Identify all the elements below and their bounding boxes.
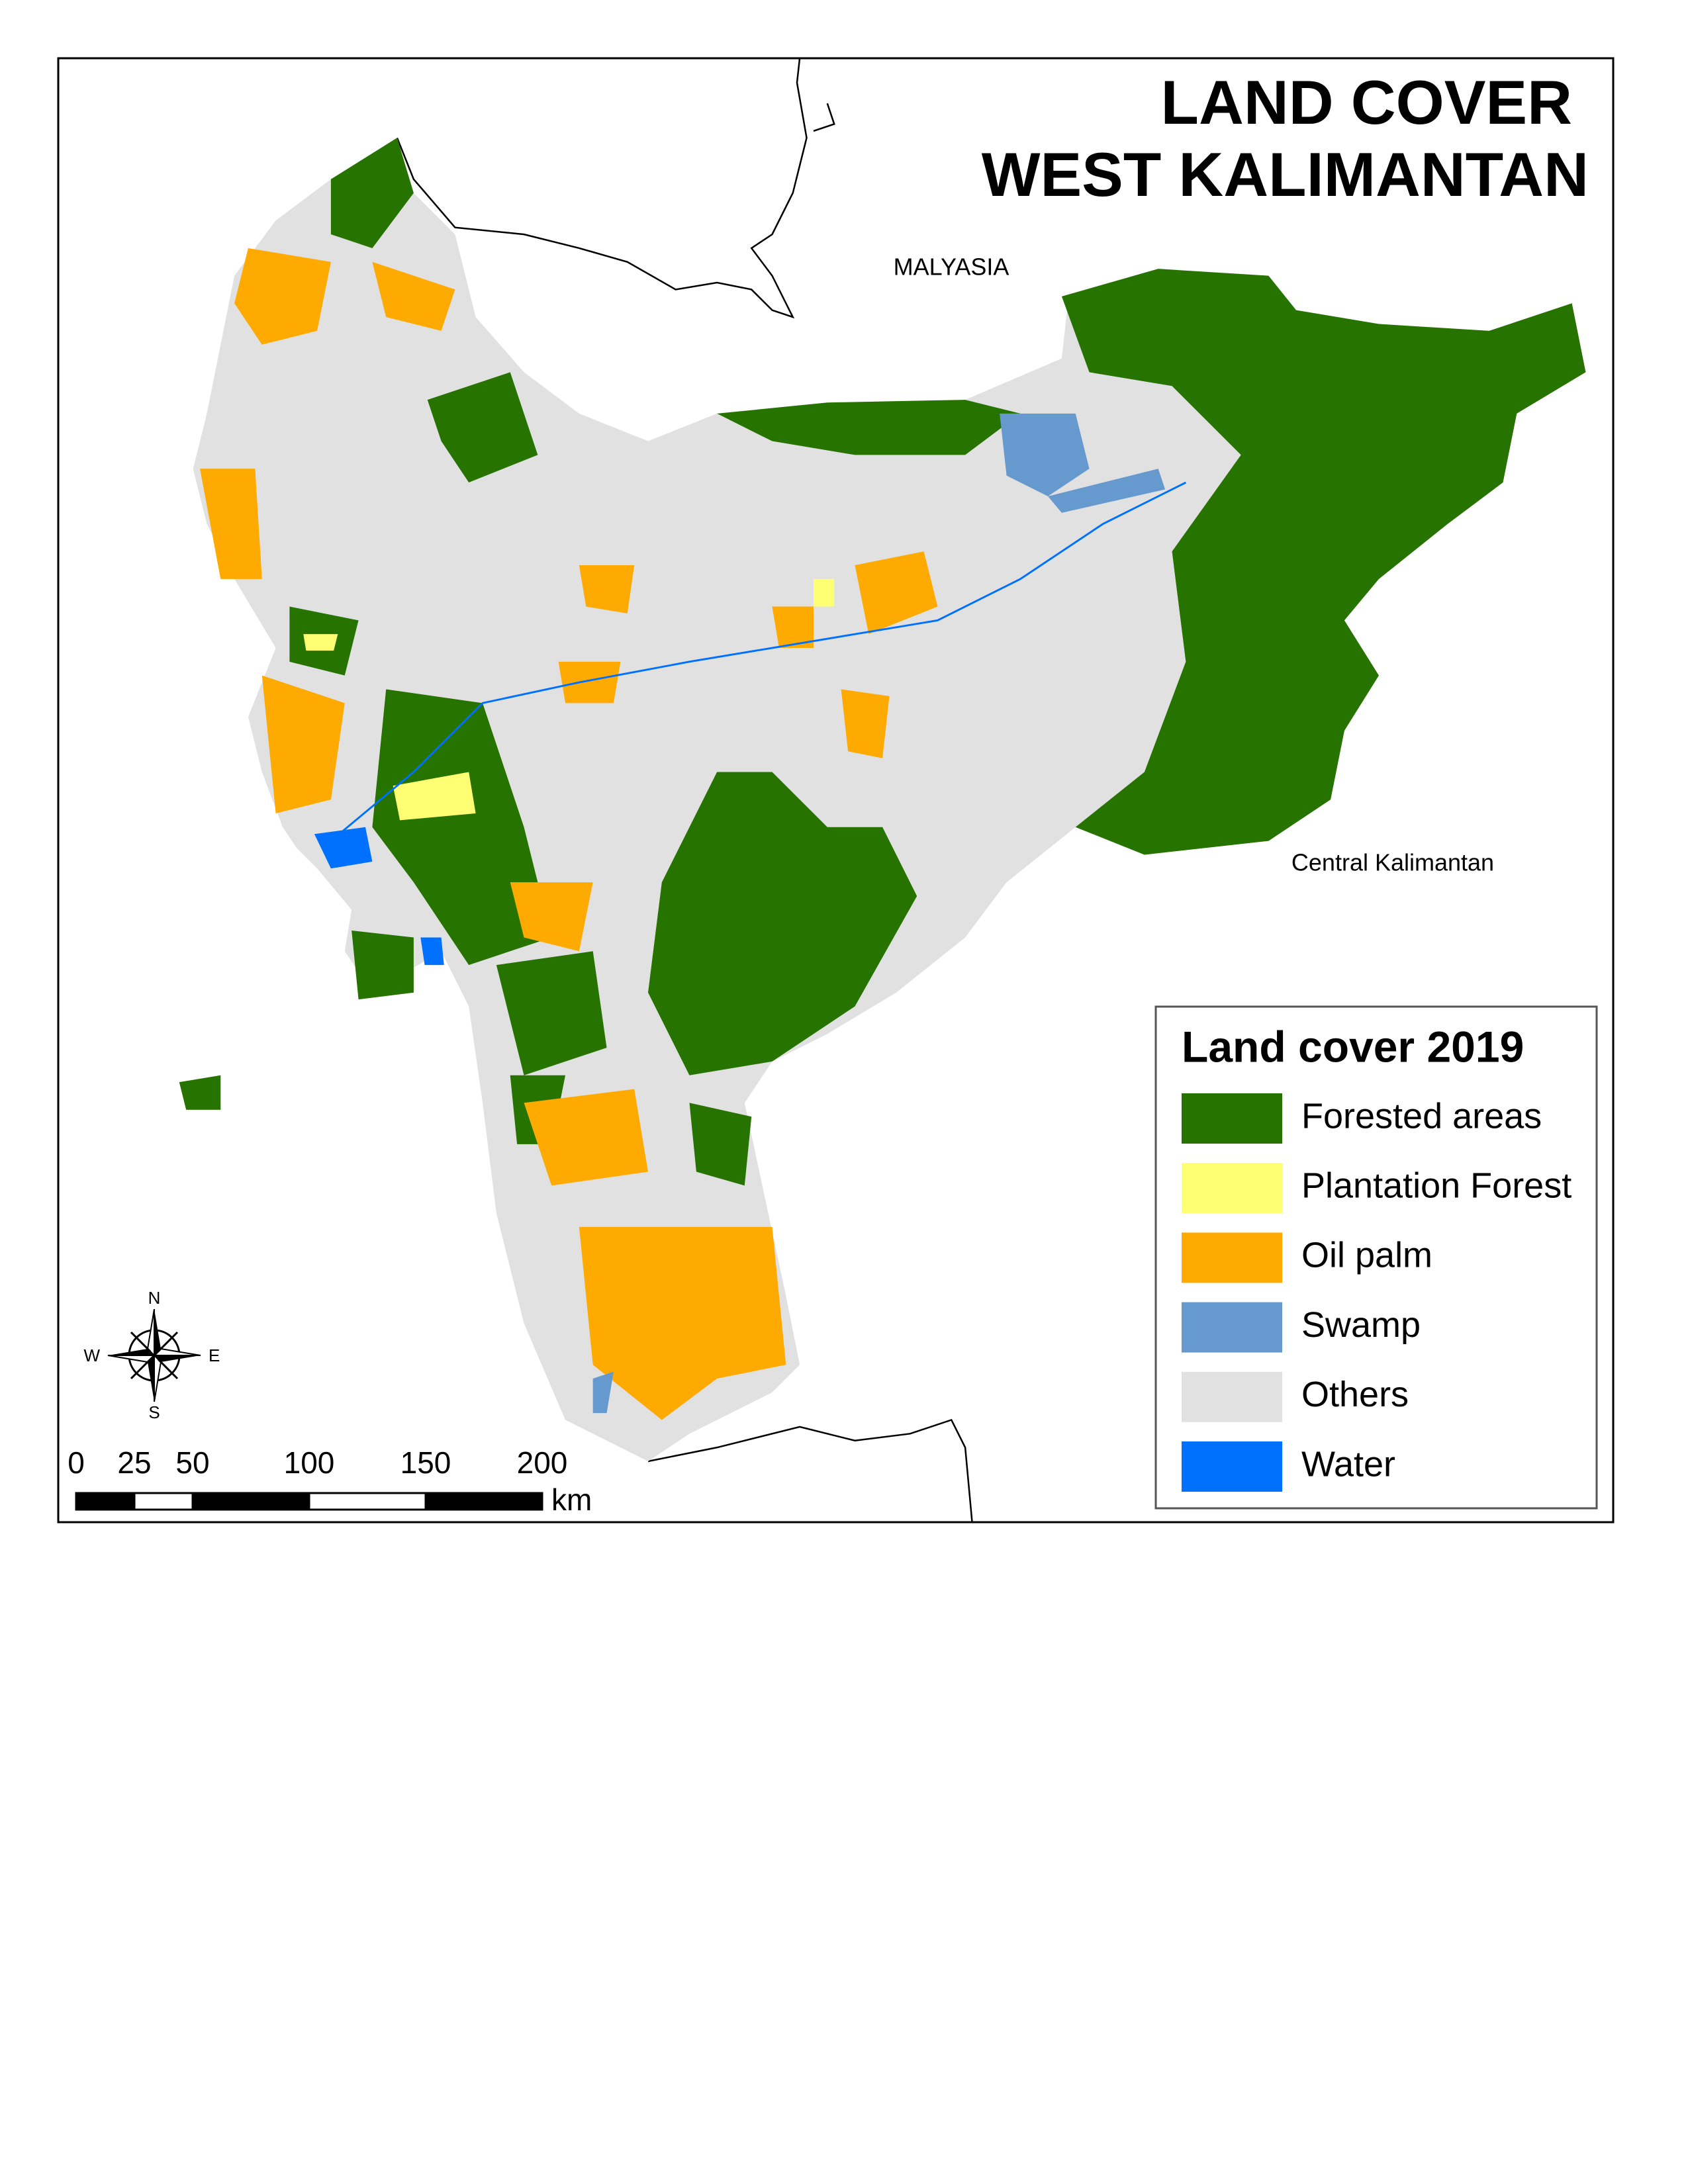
- oil-palm: [841, 689, 890, 758]
- legend-swatch: [1182, 1371, 1282, 1422]
- oil-palm: [579, 565, 635, 614]
- water: [314, 827, 373, 869]
- scale-tick-label: 50: [175, 1445, 209, 1480]
- oil-palm: [772, 606, 814, 649]
- forest-north: [717, 400, 1021, 455]
- legend-swatch: [1182, 1302, 1282, 1353]
- scale-segment: [424, 1492, 543, 1511]
- oil-palm: [510, 882, 593, 952]
- scale-segment: [133, 1492, 194, 1511]
- forest-island: [179, 1075, 221, 1110]
- title-line: LAND COVER: [1161, 68, 1572, 137]
- forest-patch: [372, 689, 552, 966]
- oil-palm: [200, 469, 262, 579]
- legend-swatch: [1182, 1441, 1282, 1492]
- forest-south: [689, 1103, 752, 1186]
- legend-label: Swamp: [1301, 1305, 1421, 1345]
- legend-items: Forested areas Plantation Forest Oil palm S…: [1182, 1093, 1571, 1492]
- scale-tick-label: 25: [117, 1445, 151, 1480]
- compass-letter: S: [148, 1402, 160, 1422]
- oil-palm: [372, 261, 455, 331]
- scale-unit: km: [551, 1482, 592, 1517]
- plantation: [303, 634, 338, 651]
- forest-central: [648, 772, 917, 1075]
- coastline: [647, 1418, 973, 1522]
- forest-nw: [330, 138, 414, 248]
- swamp: [1048, 469, 1166, 513]
- scale-tick-label: 150: [400, 1445, 451, 1480]
- forest-south: [496, 951, 607, 1075]
- compass-letter: W: [83, 1345, 100, 1365]
- scale-segment: [308, 1492, 427, 1511]
- legend-swatch: [1182, 1163, 1282, 1214]
- coastline: [396, 58, 808, 319]
- scale-segment: [75, 1492, 136, 1511]
- legend-label: Forested areas: [1301, 1096, 1542, 1136]
- oil-palm: [855, 551, 938, 635]
- legend-swatch: [1182, 1232, 1282, 1283]
- scale-tick-label: 0: [68, 1445, 85, 1480]
- scale-tick-label: 100: [284, 1445, 335, 1480]
- oil-palm: [261, 675, 345, 813]
- oil-palm: [234, 248, 331, 345]
- forest-patch: [427, 372, 538, 483]
- place-label: MALYASIA: [894, 253, 1009, 281]
- plantation: [393, 772, 476, 821]
- oil-palm: [558, 661, 621, 704]
- coastline: [813, 103, 835, 132]
- oil-palm: [579, 1226, 786, 1420]
- legend-label: Others: [1301, 1375, 1409, 1414]
- map-body: [179, 58, 1586, 1522]
- scale-segment: [191, 1492, 310, 1511]
- compass: N S E W: [83, 1288, 220, 1422]
- legend-label: Oil palm: [1301, 1236, 1432, 1275]
- title-line: WEST KALIMANTAN: [982, 140, 1589, 209]
- legend-swatch: [1182, 1093, 1282, 1144]
- river: [330, 481, 1187, 842]
- plantation: [813, 578, 835, 607]
- legend-title: Land cover 2019: [1182, 1022, 1524, 1071]
- oil-palm: [524, 1089, 649, 1186]
- swamp: [1000, 413, 1090, 496]
- forest-east: [1061, 269, 1586, 855]
- legend-label: Water: [1301, 1444, 1395, 1484]
- legend-label: Plantation Forest: [1301, 1165, 1571, 1205]
- scale-tick-label: 200: [517, 1445, 568, 1480]
- compass-letter: E: [209, 1345, 220, 1365]
- compass-letter: N: [148, 1288, 161, 1308]
- place-label: Central Kalimantan: [1291, 849, 1494, 876]
- water: [420, 937, 444, 966]
- forest-island: [352, 931, 414, 1000]
